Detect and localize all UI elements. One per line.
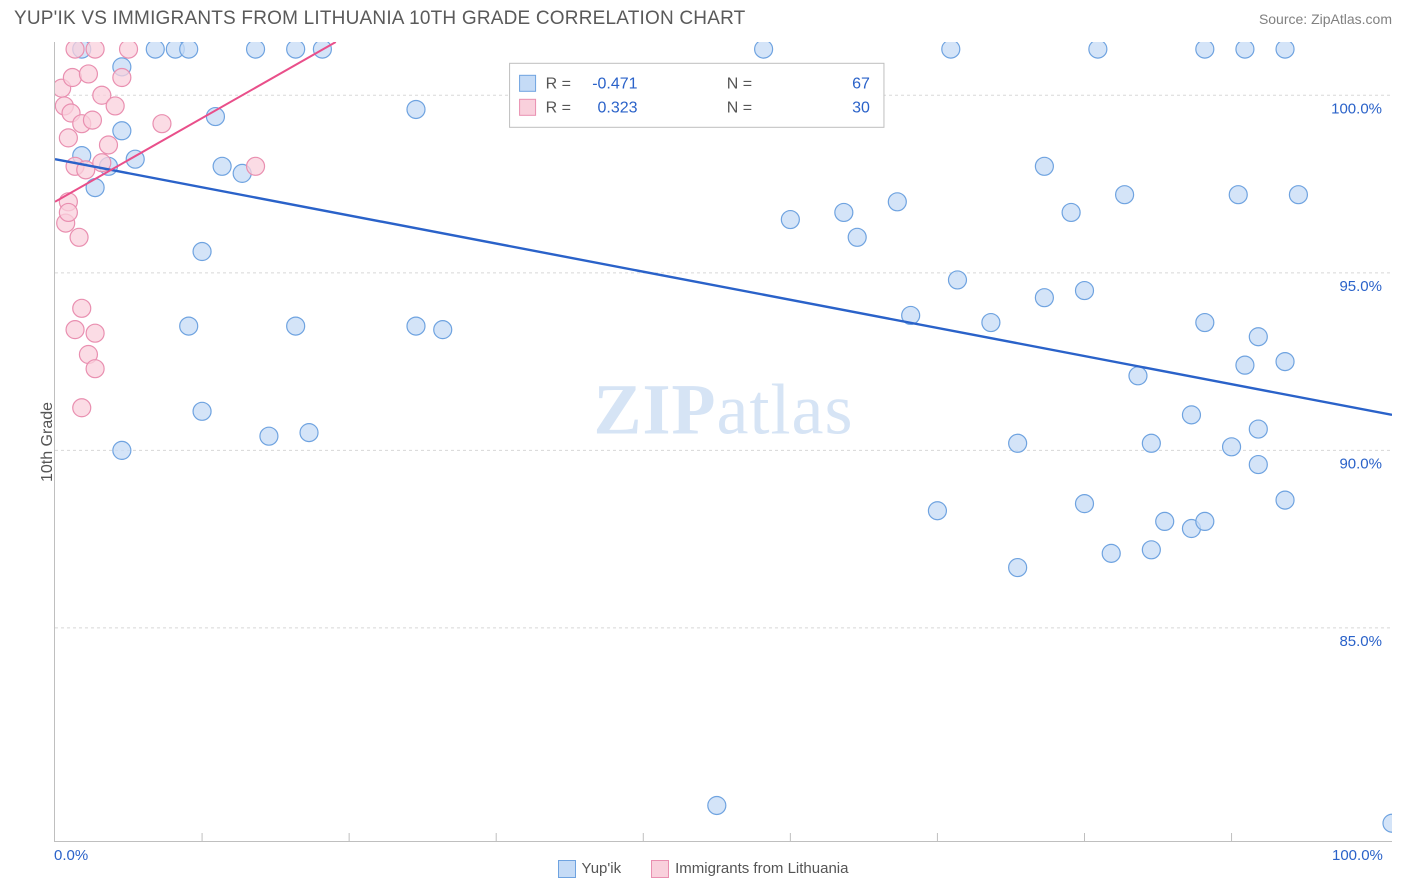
svg-text:95.0%: 95.0% <box>1339 278 1382 295</box>
svg-text:85.0%: 85.0% <box>1339 633 1382 650</box>
svg-text:100.0%: 100.0% <box>1331 100 1382 117</box>
svg-text:0.323: 0.323 <box>598 99 638 116</box>
source-label: Source: ZipAtlas.com <box>1259 11 1392 27</box>
legend-item: Immigrants from Lithuania <box>651 860 848 878</box>
svg-text:N =: N = <box>727 75 752 92</box>
page-title: YUP'IK VS IMMIGRANTS FROM LITHUANIA 10TH… <box>14 8 746 30</box>
svg-text:R =: R = <box>546 75 571 92</box>
svg-text:67: 67 <box>852 75 870 92</box>
svg-text:30: 30 <box>852 99 870 116</box>
header: YUP'IK VS IMMIGRANTS FROM LITHUANIA 10TH… <box>0 0 1406 36</box>
svg-text:-0.471: -0.471 <box>592 75 637 92</box>
footer-legend: Yup'ik Immigrants from Lithuania <box>0 860 1406 878</box>
chart: 10th Grade ZIPatlas 85.0%90.0%95.0%100.0… <box>14 42 1392 842</box>
plot-area: ZIPatlas 85.0%90.0%95.0%100.0%R =-0.471N… <box>54 42 1392 842</box>
svg-text:R =: R = <box>546 99 571 116</box>
svg-text:N =: N = <box>727 99 752 116</box>
svg-text:90.0%: 90.0% <box>1339 455 1382 472</box>
legend-item: Yup'ik <box>558 860 622 878</box>
